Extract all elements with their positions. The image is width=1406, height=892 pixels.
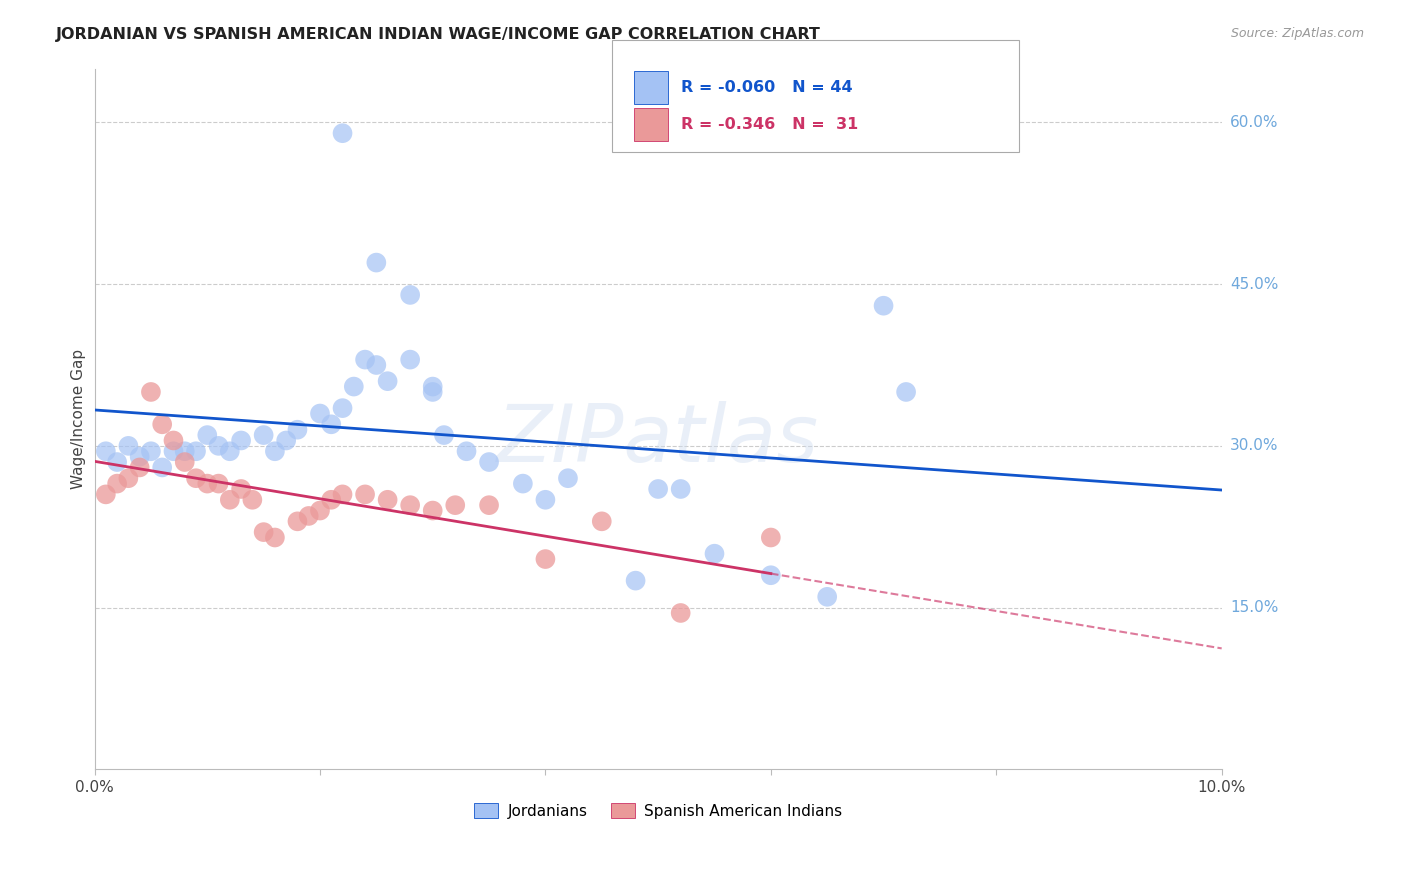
Point [815,590,838,604]
Point [128,450,150,464]
Point [105,476,128,491]
Point [422,384,444,399]
Point [218,444,240,458]
Point [276,434,298,448]
Point [478,455,501,469]
Point [253,428,276,442]
Point [162,434,184,448]
Point [534,492,557,507]
Point [117,439,139,453]
Point [229,434,252,448]
Point [444,498,467,512]
Point [366,255,388,269]
Point [422,503,444,517]
Point [94,487,117,501]
Point [894,384,917,399]
Point [173,455,195,469]
Text: JORDANIAN VS SPANISH AMERICAN INDIAN WAGE/INCOME GAP CORRELATION CHART: JORDANIAN VS SPANISH AMERICAN INDIAN WAG… [56,27,821,42]
Point [332,126,354,140]
Point [173,444,195,458]
Text: R = -0.346   N =  31: R = -0.346 N = 31 [681,117,858,132]
Point [150,417,173,432]
Point [332,401,354,416]
Point [207,476,229,491]
Point [872,299,894,313]
Point [162,444,184,458]
Point [433,428,456,442]
Point [512,476,534,491]
Point [343,379,366,393]
Text: 60.0%: 60.0% [1230,115,1278,130]
Point [139,384,162,399]
Point [253,525,276,540]
Point [321,492,343,507]
Point [309,407,332,421]
Point [669,482,692,496]
Point [456,444,478,458]
Text: R = -0.060   N = 44: R = -0.060 N = 44 [681,80,852,95]
Point [94,444,117,458]
Text: Source: ZipAtlas.com: Source: ZipAtlas.com [1230,27,1364,40]
Point [399,288,422,302]
Point [759,531,782,545]
Text: 45.0%: 45.0% [1230,277,1278,292]
Point [139,444,162,458]
Text: 30.0%: 30.0% [1230,438,1278,453]
Point [218,492,240,507]
Point [207,439,229,453]
Point [321,417,343,432]
Point [229,482,252,496]
Point [150,460,173,475]
Point [399,498,422,512]
Point [287,423,309,437]
Point [184,444,207,458]
Point [287,514,309,528]
Point [624,574,647,588]
Point [117,471,139,485]
Point [105,455,128,469]
Point [309,503,332,517]
Point [377,374,399,388]
Point [264,444,287,458]
Point [298,508,321,523]
Point [557,471,579,485]
Point [534,552,557,566]
Point [377,492,399,507]
Point [422,379,444,393]
Point [128,460,150,475]
Point [195,428,218,442]
Point [759,568,782,582]
Point [399,352,422,367]
Y-axis label: Wage/Income Gap: Wage/Income Gap [72,349,86,489]
Point [647,482,669,496]
Point [240,492,263,507]
Point [478,498,501,512]
Point [591,514,613,528]
Point [354,352,377,367]
Point [354,487,377,501]
Text: ZIPatlas: ZIPatlas [498,401,820,479]
Point [195,476,218,491]
Point [366,358,388,372]
Text: 15.0%: 15.0% [1230,600,1278,615]
Point [703,547,725,561]
Legend: Jordanians, Spanish American Indians: Jordanians, Spanish American Indians [468,797,848,825]
Point [332,487,354,501]
Point [184,471,207,485]
Point [669,606,692,620]
Point [264,531,287,545]
